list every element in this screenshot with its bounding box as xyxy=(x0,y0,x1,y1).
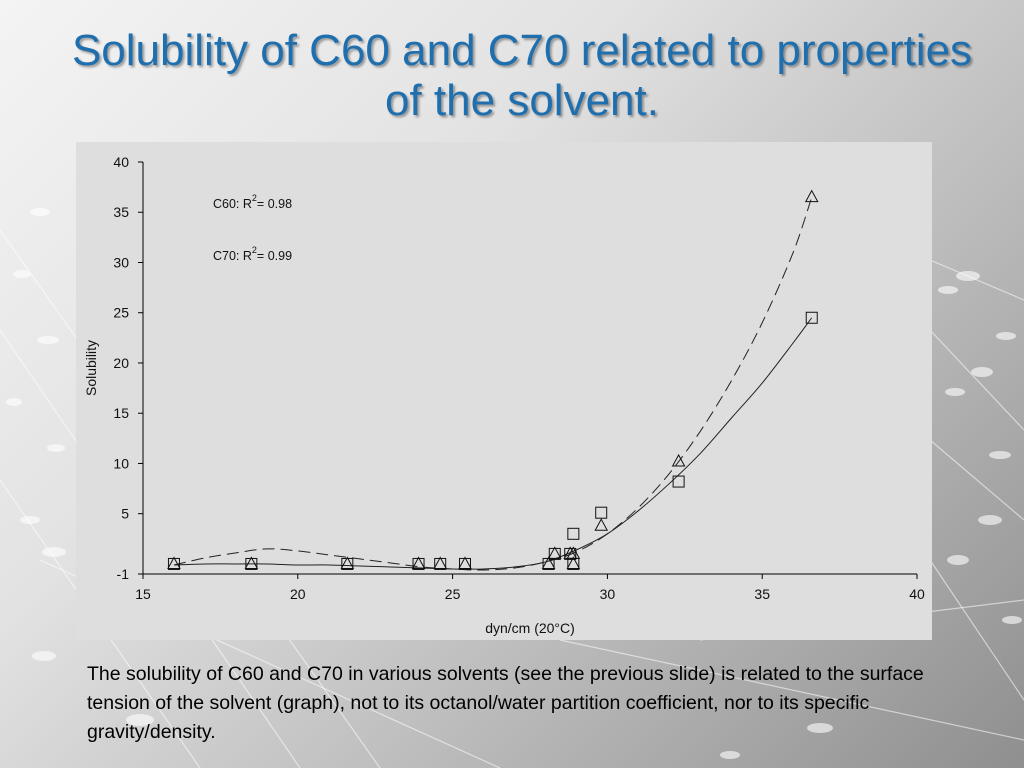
x-axis-label: dyn/cm (20°C) xyxy=(485,620,575,636)
x-tick-label: 35 xyxy=(754,586,770,602)
triangle-marker xyxy=(458,556,472,569)
x-tick-label: 15 xyxy=(135,586,151,602)
y-tick-label: 15 xyxy=(113,405,129,421)
triangle-marker xyxy=(566,546,581,559)
chart-panel: -1 5 10 15 20 25 30 35 40 15 20 25 30 35 40 C60: R2= 0… xyxy=(76,142,932,640)
square-marker xyxy=(567,527,580,540)
triangle-marker xyxy=(340,556,355,569)
fit-line-1 xyxy=(173,317,813,570)
x-tick-label: 40 xyxy=(909,586,925,602)
fit-line-2 xyxy=(173,197,813,571)
triangle-marker xyxy=(541,556,556,569)
triangle-marker xyxy=(594,518,609,531)
x-tick-label: 25 xyxy=(445,586,461,602)
y-tick-label: -1 xyxy=(117,566,130,582)
triangle-marker xyxy=(411,556,426,569)
y-tick-label: 25 xyxy=(113,305,129,321)
x-tick-label: 20 xyxy=(290,586,306,602)
square-marker xyxy=(595,506,608,519)
y-tick-label: 5 xyxy=(121,506,129,522)
triangle-marker xyxy=(547,546,562,559)
triangle-marker xyxy=(433,556,448,569)
y-tick-label: 30 xyxy=(113,254,129,270)
triangle-marker xyxy=(244,556,259,569)
y-tick-label: 10 xyxy=(113,455,129,471)
slide-caption: The solubility of C60 and C70 in various… xyxy=(87,663,924,743)
y-tick-label: 40 xyxy=(113,154,129,170)
slide-title: Solubility of C60 and C70 related to pro… xyxy=(71,26,973,125)
triangle-marker xyxy=(671,453,686,467)
y-tick-label: 20 xyxy=(113,355,129,371)
square-marker xyxy=(672,475,685,488)
triangle-marker xyxy=(167,556,181,569)
x-tick-label: 30 xyxy=(600,586,616,602)
triangle-marker xyxy=(804,189,819,203)
annotation-c70: C70: R2= 0.99 xyxy=(213,245,292,263)
y-axis-label: Solubility xyxy=(83,340,99,396)
y-tick-label: 35 xyxy=(113,204,129,220)
annotation-c60: C60: R2= 0.98 xyxy=(213,193,292,211)
triangle-marker xyxy=(566,556,581,569)
solubility-chart: -1 5 10 15 20 25 30 35 40 15 20 25 30 35 40 C60: R2= 0… xyxy=(83,154,925,636)
square-marker xyxy=(805,311,818,324)
